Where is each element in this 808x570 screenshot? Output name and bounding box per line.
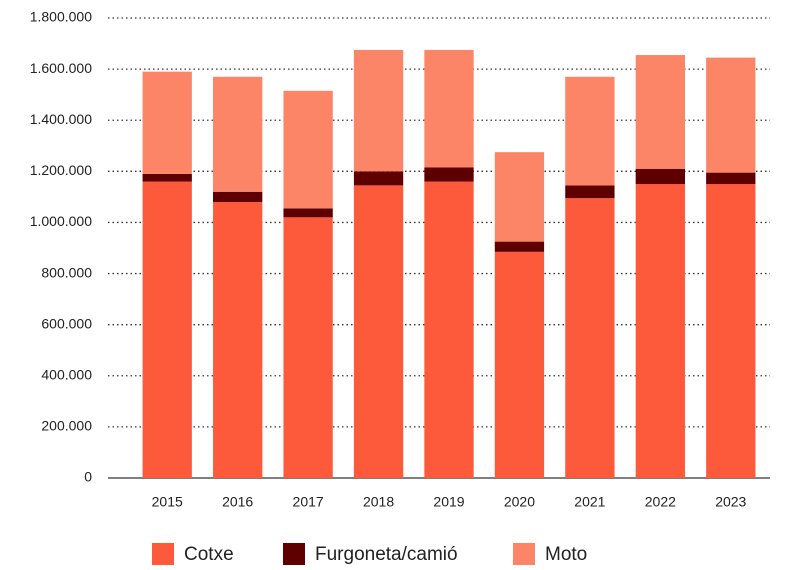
x-tick-label: 2017 — [293, 494, 324, 510]
legend-label: Cotxe — [184, 544, 234, 565]
bar-segment — [494, 251, 545, 478]
y-tick-label: 1.800.000 — [30, 9, 92, 25]
y-tick-label: 800.000 — [41, 264, 92, 280]
legend-swatch — [513, 543, 535, 565]
y-tick-label: 400.000 — [41, 366, 92, 382]
y-tick-label: 1.600.000 — [30, 60, 92, 76]
legend-swatch — [283, 543, 305, 565]
x-tick-label: 2016 — [222, 494, 253, 510]
bar-segment — [424, 167, 474, 182]
bar-segment — [213, 191, 263, 202]
bar-segment — [494, 241, 545, 252]
x-tick-label: 2015 — [152, 494, 183, 510]
bar-segment — [142, 71, 192, 174]
y-tick-label: 200.000 — [41, 418, 92, 434]
x-tick-label: 2018 — [363, 494, 394, 510]
bar-segment — [283, 217, 333, 479]
y-tick-label: 0 — [84, 469, 92, 485]
bar-segment — [565, 76, 615, 186]
bar-segment — [635, 168, 685, 185]
bar-segment — [283, 208, 333, 218]
bar-segment — [706, 184, 756, 478]
bar-segment — [213, 202, 263, 478]
x-tick-label: 2021 — [574, 494, 605, 510]
bar-segment — [424, 49, 474, 168]
y-tick-label: 1.000.000 — [30, 213, 92, 229]
x-tick-label: 2022 — [645, 494, 676, 510]
legend: Cotxe Furgoneta/camió Moto — [152, 543, 587, 565]
x-tick-label: 2020 — [504, 494, 535, 510]
bar-segment — [142, 181, 192, 479]
bar-segment — [706, 57, 756, 173]
y-tick-label: 1.200.000 — [30, 162, 92, 178]
bar-segment — [213, 76, 263, 192]
legend-label: Moto — [545, 544, 587, 565]
legend-label: Furgoneta/camió — [315, 544, 458, 565]
x-tick-label: 2019 — [433, 494, 464, 510]
x-tick-label: 2023 — [715, 494, 746, 510]
bar-segment — [565, 185, 615, 199]
bar-segment — [706, 172, 756, 185]
bar-segment — [353, 171, 404, 186]
bar-segment — [635, 55, 685, 169]
bar-segment — [353, 185, 404, 478]
bar-segment — [565, 198, 615, 478]
legend-swatch — [152, 543, 174, 565]
bar-segment — [424, 181, 474, 479]
bar-segment — [142, 173, 192, 182]
bar-segment — [635, 184, 685, 478]
y-tick-label: 600.000 — [41, 315, 92, 331]
bar-segment — [353, 49, 404, 172]
bar-segment — [494, 152, 545, 242]
bar-segment — [283, 90, 333, 209]
y-tick-label: 1.400.000 — [30, 111, 92, 127]
